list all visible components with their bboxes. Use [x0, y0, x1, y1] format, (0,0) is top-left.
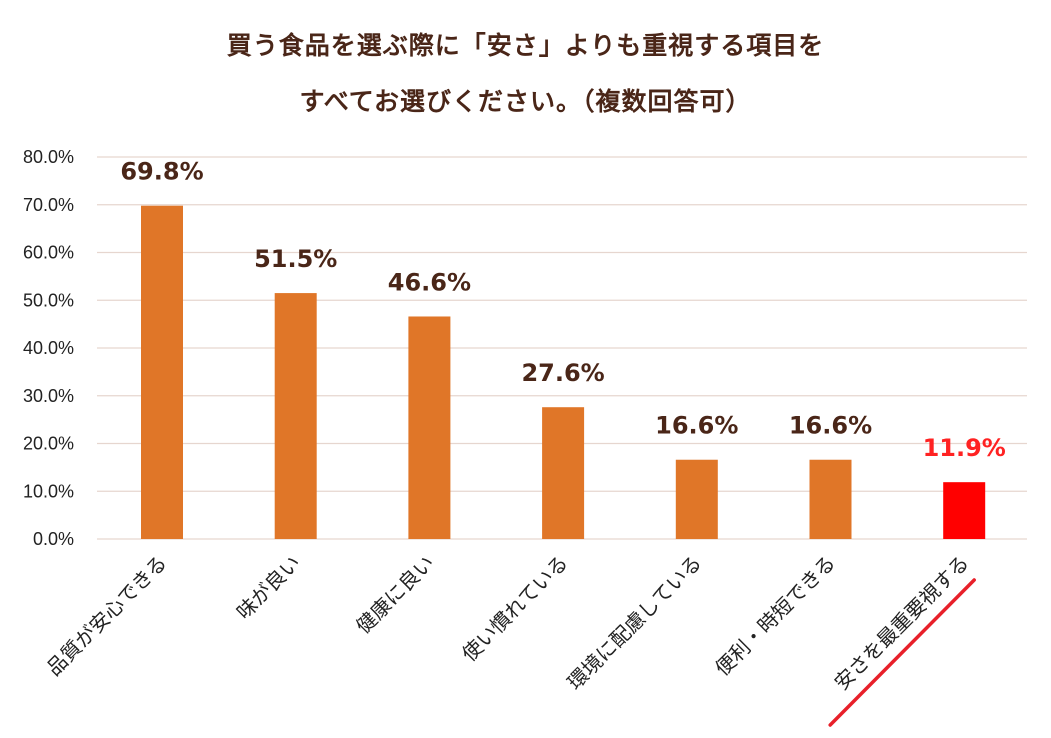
y-tick-label: 40.0%	[23, 338, 74, 358]
y-tick-label: 10.0%	[23, 481, 74, 501]
highlight-underline	[828, 578, 976, 727]
bar	[542, 407, 585, 539]
x-tick-label: 健康に良い	[351, 551, 439, 639]
bar	[943, 482, 986, 539]
bar	[274, 293, 317, 539]
bar	[408, 316, 451, 539]
data-label: 27.6%	[521, 359, 604, 387]
x-tick-label: 味が良い	[232, 551, 306, 625]
y-tick-label: 30.0%	[23, 386, 74, 406]
y-tick-label: 80.0%	[23, 147, 74, 167]
bar	[141, 205, 183, 539]
x-tick-label: 環境に配慮している	[563, 551, 707, 695]
data-label: 11.9%	[923, 434, 1006, 462]
bar	[809, 459, 852, 539]
data-label: 69.8%	[120, 158, 203, 186]
x-tick-label: 品質が安心できる	[42, 551, 172, 681]
x-tick-label: 使い慣れている	[457, 551, 573, 667]
y-tick-label: 20.0%	[23, 434, 74, 454]
y-tick-label: 60.0%	[23, 243, 74, 263]
x-tick-label: 安さを最重要視する	[829, 551, 973, 695]
data-label: 16.6%	[655, 412, 738, 440]
data-label: 51.5%	[254, 245, 337, 273]
y-tick-label: 70.0%	[23, 195, 74, 215]
bar	[675, 459, 718, 539]
y-tick-label: 50.0%	[23, 290, 74, 310]
data-label: 16.6%	[789, 412, 872, 440]
chart-title-line-2: すべてお選びください。（複数回答可）	[299, 87, 752, 116]
data-label: 46.6%	[388, 268, 471, 296]
y-tick-label: 0.0%	[33, 529, 74, 549]
x-tick-label: 便利・時短できる	[710, 551, 840, 681]
chart-title-line-1: 買う食品を選ぶ際に「安さ」よりも重視する項目を	[226, 31, 825, 60]
